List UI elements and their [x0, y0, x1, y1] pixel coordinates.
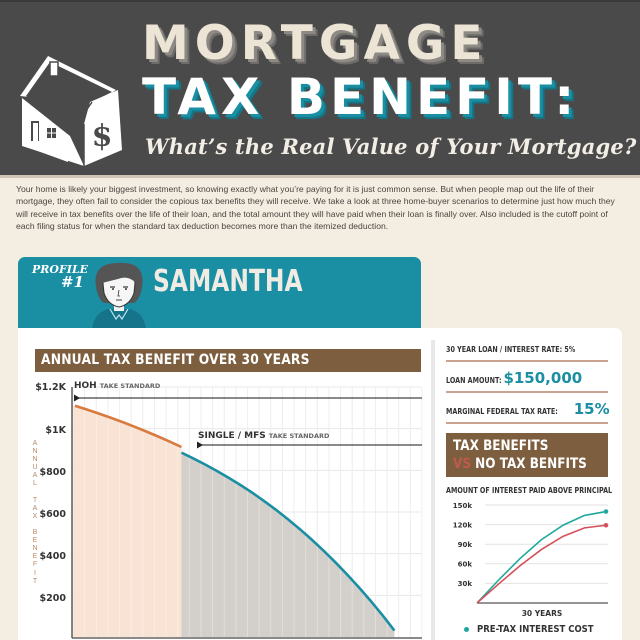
- house-dollar-icon: $: [20, 56, 122, 166]
- interest-comparison-chart: 150k 120k 90k 60k 30k 30 YEARS: [453, 502, 609, 618]
- vs-label: VS: [453, 456, 471, 472]
- single-mfs-label: SINGLE / MFS: [198, 431, 266, 441]
- annual-tax-benefit-chart: HOH TAKE STANDARD SINGLE / MFS TAKE STANDA…: [35, 381, 423, 639]
- ytick-200: $200: [40, 593, 67, 604]
- tax-rate: MARGINAL FEDERAL TAX RATE: 15%: [446, 400, 610, 424]
- ytick-800: $800: [40, 467, 67, 478]
- small-chart-title: AMOUNT OF INTEREST PAID ABOVE PRINCIPAL: [446, 486, 613, 495]
- ytick-400: $400: [40, 551, 67, 562]
- title-line-1: MORTGAGE: [142, 16, 489, 71]
- profile-label-text: PROFILE: [32, 263, 89, 276]
- svg-text:60k: 60k: [458, 561, 473, 569]
- loan-details: 30 YEAR LOAN / INTEREST RATE: 5% LOAN AM…: [446, 345, 610, 431]
- woman-avatar-icon: [92, 262, 146, 329]
- svg-text:150k: 150k: [453, 502, 473, 510]
- svg-text:120k: 120k: [453, 522, 473, 530]
- profile-header: PROFILE #1 SAMANTHA: [18, 257, 421, 329]
- profile-name: SAMANTHA: [153, 264, 303, 299]
- loan-amount-value: $150,000: [503, 369, 583, 387]
- loan-term-rate: 30 YEAR LOAN / INTEREST RATE: 5%: [446, 345, 608, 362]
- svg-text:$: $: [92, 119, 113, 154]
- svg-text:90k: 90k: [458, 541, 473, 549]
- ytick-1200: $1.2K: [35, 382, 66, 393]
- header-banner: $ MORTGAGE TAX BENEFIT: What’s the Real …: [0, 0, 640, 175]
- legend-pre-tax: PRE-TAX INTEREST COST: [464, 624, 614, 635]
- legend-dot: [464, 626, 469, 632]
- loan-amount: LOAN AMOUNT: $150,000: [446, 369, 608, 393]
- profile-number: #1: [60, 273, 84, 291]
- main-chart-title: ANNUAL TAX BENEFIT OVER 30 YEARS: [35, 349, 421, 372]
- tax-rate-value: 15%: [573, 400, 610, 418]
- header-divider: [0, 175, 640, 178]
- intro-paragraph: Your home is likely your biggest investm…: [16, 184, 615, 231]
- column-divider: [431, 340, 435, 640]
- hoh-label: HOH: [74, 381, 97, 391]
- ytick-600: $600: [40, 509, 67, 520]
- subtitle: What’s the Real Value of Your Mortgage?: [145, 134, 637, 159]
- profile-label: PROFILE #1: [32, 263, 88, 291]
- ytick-1000: $1K: [45, 425, 66, 436]
- title-line-2: TAX BENEFIT:: [142, 68, 580, 126]
- small-chart-xlabel: 30 YEARS: [522, 609, 563, 618]
- comparison-title: TAX BENEFITS VS NO TAX BENFITS: [446, 433, 608, 477]
- svg-text:30k: 30k: [458, 580, 473, 588]
